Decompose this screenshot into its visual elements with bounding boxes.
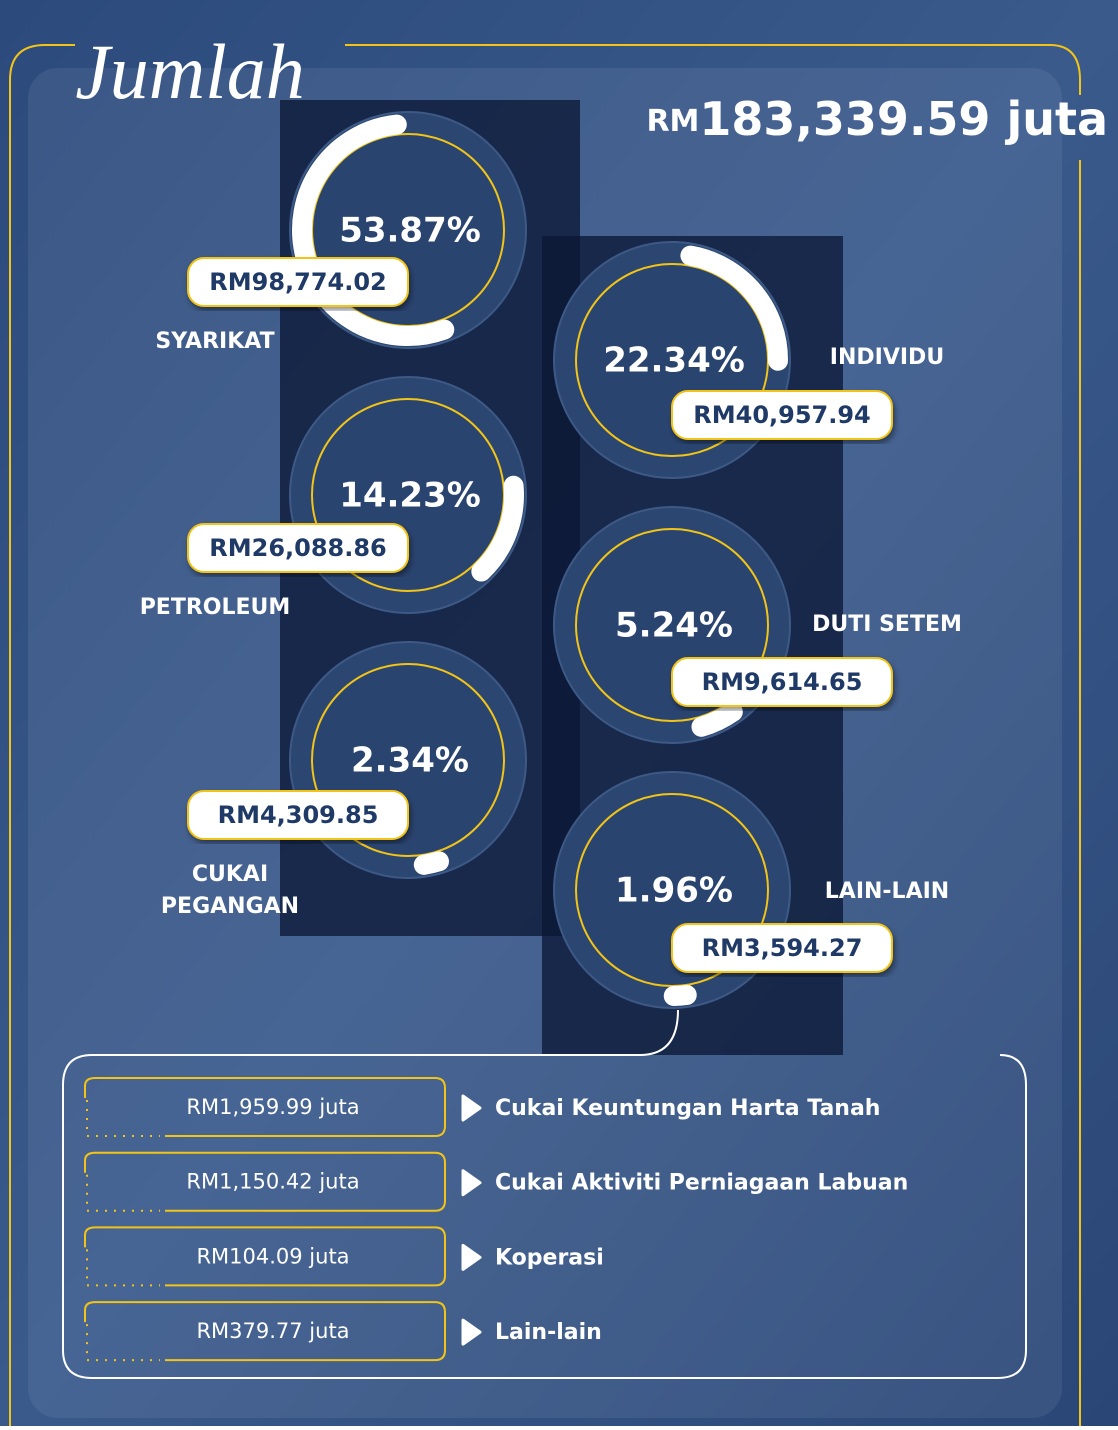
gauge-percent: 14.23% <box>339 476 481 516</box>
breakdown-amount: RM379.77 juta <box>196 1319 349 1343</box>
gauge-percent: 53.87% <box>339 211 481 251</box>
gauge-arc <box>471 475 524 582</box>
bullet <box>461 1243 482 1271</box>
gauge-percent: 2.34% <box>351 741 469 781</box>
category-name: LAIN-LAIN <box>825 879 949 904</box>
amount: RM9,614.65 <box>702 668 863 696</box>
gauge-arc <box>691 701 743 737</box>
amount-pill <box>671 390 893 440</box>
amount-dots <box>86 1249 160 1287</box>
breakdown-label: Cukai Keuntungan Harta Tanah <box>495 1096 880 1121</box>
bullet <box>461 1169 482 1197</box>
bullet <box>461 1318 482 1346</box>
breakdown-label: Cukai Aktiviti Perniagaan Labuan <box>495 1171 908 1196</box>
total-prefix: RM <box>646 104 699 139</box>
breakdown-label: Lain-lain <box>495 1320 602 1345</box>
total-amount: 183,339.59 juta <box>699 92 1108 146</box>
amount-dots <box>86 1324 160 1362</box>
breakdown-amount: RM104.09 juta <box>196 1244 349 1268</box>
category-name: SYARIKAT <box>155 329 274 354</box>
gauge-percent: 5.24% <box>615 606 733 646</box>
amount: RM98,774.02 <box>209 268 387 296</box>
gauge-arc <box>663 984 697 1006</box>
breakdown-box <box>62 1009 1027 1379</box>
amount: RM40,957.94 <box>693 401 871 429</box>
amount: RM26,088.86 <box>209 534 387 562</box>
gauge-arc <box>292 114 455 346</box>
amount-frame <box>84 1226 446 1287</box>
breakdown-label: Koperasi <box>495 1245 604 1270</box>
amount: RM3,594.27 <box>702 934 863 962</box>
category-name: CUKAI <box>192 862 268 887</box>
total: RM183,339.59 juta <box>646 92 1108 146</box>
breakdown-amount: RM1,150.42 juta <box>186 1170 359 1194</box>
amount-dots <box>86 1100 160 1137</box>
category-name: INDIVIDU <box>830 345 944 370</box>
breakdown-amount: RM1,959.99 juta <box>186 1095 359 1119</box>
amount-pill <box>187 790 409 840</box>
category-name: DUTI SETEM <box>812 612 962 637</box>
amount-pill <box>671 657 893 707</box>
gauge-arc <box>680 245 788 371</box>
gauge-percent: 22.34% <box>603 341 745 381</box>
amount-pill <box>187 523 409 573</box>
amount-frame <box>84 1077 446 1137</box>
frame <box>9 44 1081 1426</box>
amount-frame <box>84 1151 446 1212</box>
amount-pill <box>187 257 409 307</box>
gauge-arc <box>413 851 449 875</box>
amount-pill <box>671 923 893 973</box>
category-name: PEGANGAN <box>161 894 299 919</box>
title: Jumlah <box>75 28 305 115</box>
amount-frame <box>84 1301 446 1362</box>
amount: RM4,309.85 <box>218 801 379 829</box>
gauge-percent: 1.96% <box>615 871 733 911</box>
category-name: PETROLEUM <box>140 595 291 620</box>
amount-dots <box>86 1174 160 1212</box>
bullet <box>461 1094 482 1122</box>
